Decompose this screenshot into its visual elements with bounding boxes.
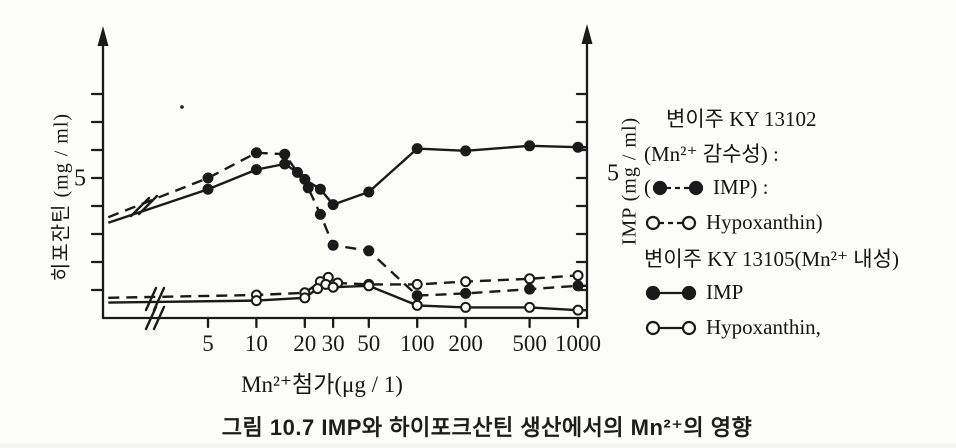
series-ky13102-hypoxanthin: [108, 269, 586, 301]
legend-item-5: 변이주 KY 13105(Mn²⁺ 내성): [644, 246, 899, 271]
series-line: [107, 151, 586, 297]
x-tick-label: 20: [293, 331, 316, 356]
filled-solid-marker-icon: [645, 285, 697, 300]
axis-break-icon: [129, 194, 159, 218]
legend-item-3: ( IMP) :: [644, 170, 950, 205]
x-tick-label: 10: [245, 331, 268, 356]
series-line: [107, 144, 586, 224]
open-point-marker-icon: [460, 276, 472, 288]
filled-point-marker-icon: [327, 239, 339, 251]
series-ky13105-imp: [107, 140, 586, 224]
filled-point-marker-icon: [460, 145, 472, 157]
series-line: [108, 283, 586, 312]
open-point-marker-icon: [524, 273, 536, 285]
open-point-marker-icon: [327, 281, 339, 293]
legend-item-label: IMP: [706, 280, 744, 304]
x-axis-title: Mn²⁺첨가(μg / 1): [241, 372, 403, 397]
x-tick-label: 200: [448, 331, 483, 356]
y-axis-left-title: 히포잔틴 (mg / ml): [50, 112, 73, 282]
legend-item-label: IMP) :: [713, 175, 769, 199]
filled-point-marker-icon: [291, 166, 303, 178]
y-axis-left-tick-label: 5: [74, 165, 86, 192]
legend-item-prefix: (: [644, 175, 651, 199]
open-point-marker-icon: [299, 292, 311, 304]
open-dashed-marker-icon: [645, 215, 697, 230]
filled-point-marker-icon: [202, 183, 214, 195]
filled-point-marker-icon: [460, 287, 472, 299]
legend-item-6: IMP: [644, 275, 950, 310]
legend: 변이주 KY 13102 (Mn²⁺ 감수성) : ( IMP) : Hypoxanth…: [644, 100, 950, 345]
filled-point-marker-icon: [524, 283, 536, 295]
filled-point-marker-icon: [572, 280, 584, 292]
x-tick-label: 100: [400, 331, 435, 356]
legend-item-7: Hypoxanthin,: [644, 310, 950, 345]
filled-point-marker-icon: [250, 164, 262, 176]
legend-item-4: Hypoxanthin): [644, 205, 950, 240]
filled-point-marker-icon: [572, 141, 584, 153]
y-axis-right-title: IMP (mg / ml): [618, 116, 641, 246]
filled-point-marker-icon: [314, 208, 326, 220]
filled-point-marker-icon: [411, 290, 423, 302]
legend-item-2: (Mn²⁺ 감수성) :: [644, 141, 779, 166]
axis-break-icon: [144, 286, 166, 312]
legend-item-1: 변이주 KY 13102: [666, 106, 817, 131]
open-point-marker-icon: [572, 269, 584, 281]
filled-point-marker-icon: [363, 245, 375, 257]
open-point-marker-icon: [363, 280, 375, 292]
open-point-marker-icon: [572, 304, 584, 316]
open-point-marker-icon: [460, 301, 472, 313]
filled-point-marker-icon: [279, 158, 291, 170]
filled-point-marker-icon: [363, 186, 375, 198]
axes: [90, 41, 589, 329]
series-ky13102-imp: [107, 147, 586, 302]
open-point-marker-icon: [524, 301, 536, 313]
filled-point-marker-icon: [524, 140, 536, 152]
x-tick-label: 50: [357, 331, 380, 356]
open-point-marker-icon: [312, 283, 324, 295]
open-point-marker-icon: [411, 299, 423, 311]
x-tick-label: 30: [322, 331, 345, 356]
filled-point-marker-icon: [327, 199, 339, 211]
filled-point-marker-icon: [314, 183, 326, 195]
series-line: [108, 274, 586, 299]
filled-point-marker-icon: [279, 148, 291, 160]
x-tick-labels: 5 10 20 30 50 100 200 500 1000: [202, 331, 601, 356]
x-tick-label: 500: [512, 331, 547, 356]
open-point-marker-icon: [411, 278, 423, 290]
open-point-marker-icon: [250, 295, 262, 307]
series-ky13105-hypoxanthin: [108, 278, 586, 316]
y-axis-right-tick-label: 5: [607, 160, 619, 187]
y-axis-right-arrow-icon: [581, 24, 593, 44]
x-tick-label: 1000: [555, 331, 601, 356]
filled-point-marker-icon: [299, 173, 311, 185]
filled-point-marker-icon: [411, 143, 423, 155]
figure-caption: 그림 10.7 IMP와 하이포크산틴 생산에서의 Mn²⁺의 영향: [221, 415, 753, 440]
filled-dashed-marker-icon: [652, 180, 704, 195]
y-axis-left-arrow-icon: [97, 26, 109, 46]
filled-point-marker-icon: [250, 147, 262, 159]
x-tick-label: 5: [202, 331, 214, 356]
legend-item-label: Hypoxanthin,: [706, 315, 821, 339]
open-solid-marker-icon: [645, 320, 697, 335]
filled-point-marker-icon: [202, 172, 214, 184]
legend-item-label: Hypoxanthin): [706, 210, 823, 234]
ink-speck: [180, 105, 184, 109]
